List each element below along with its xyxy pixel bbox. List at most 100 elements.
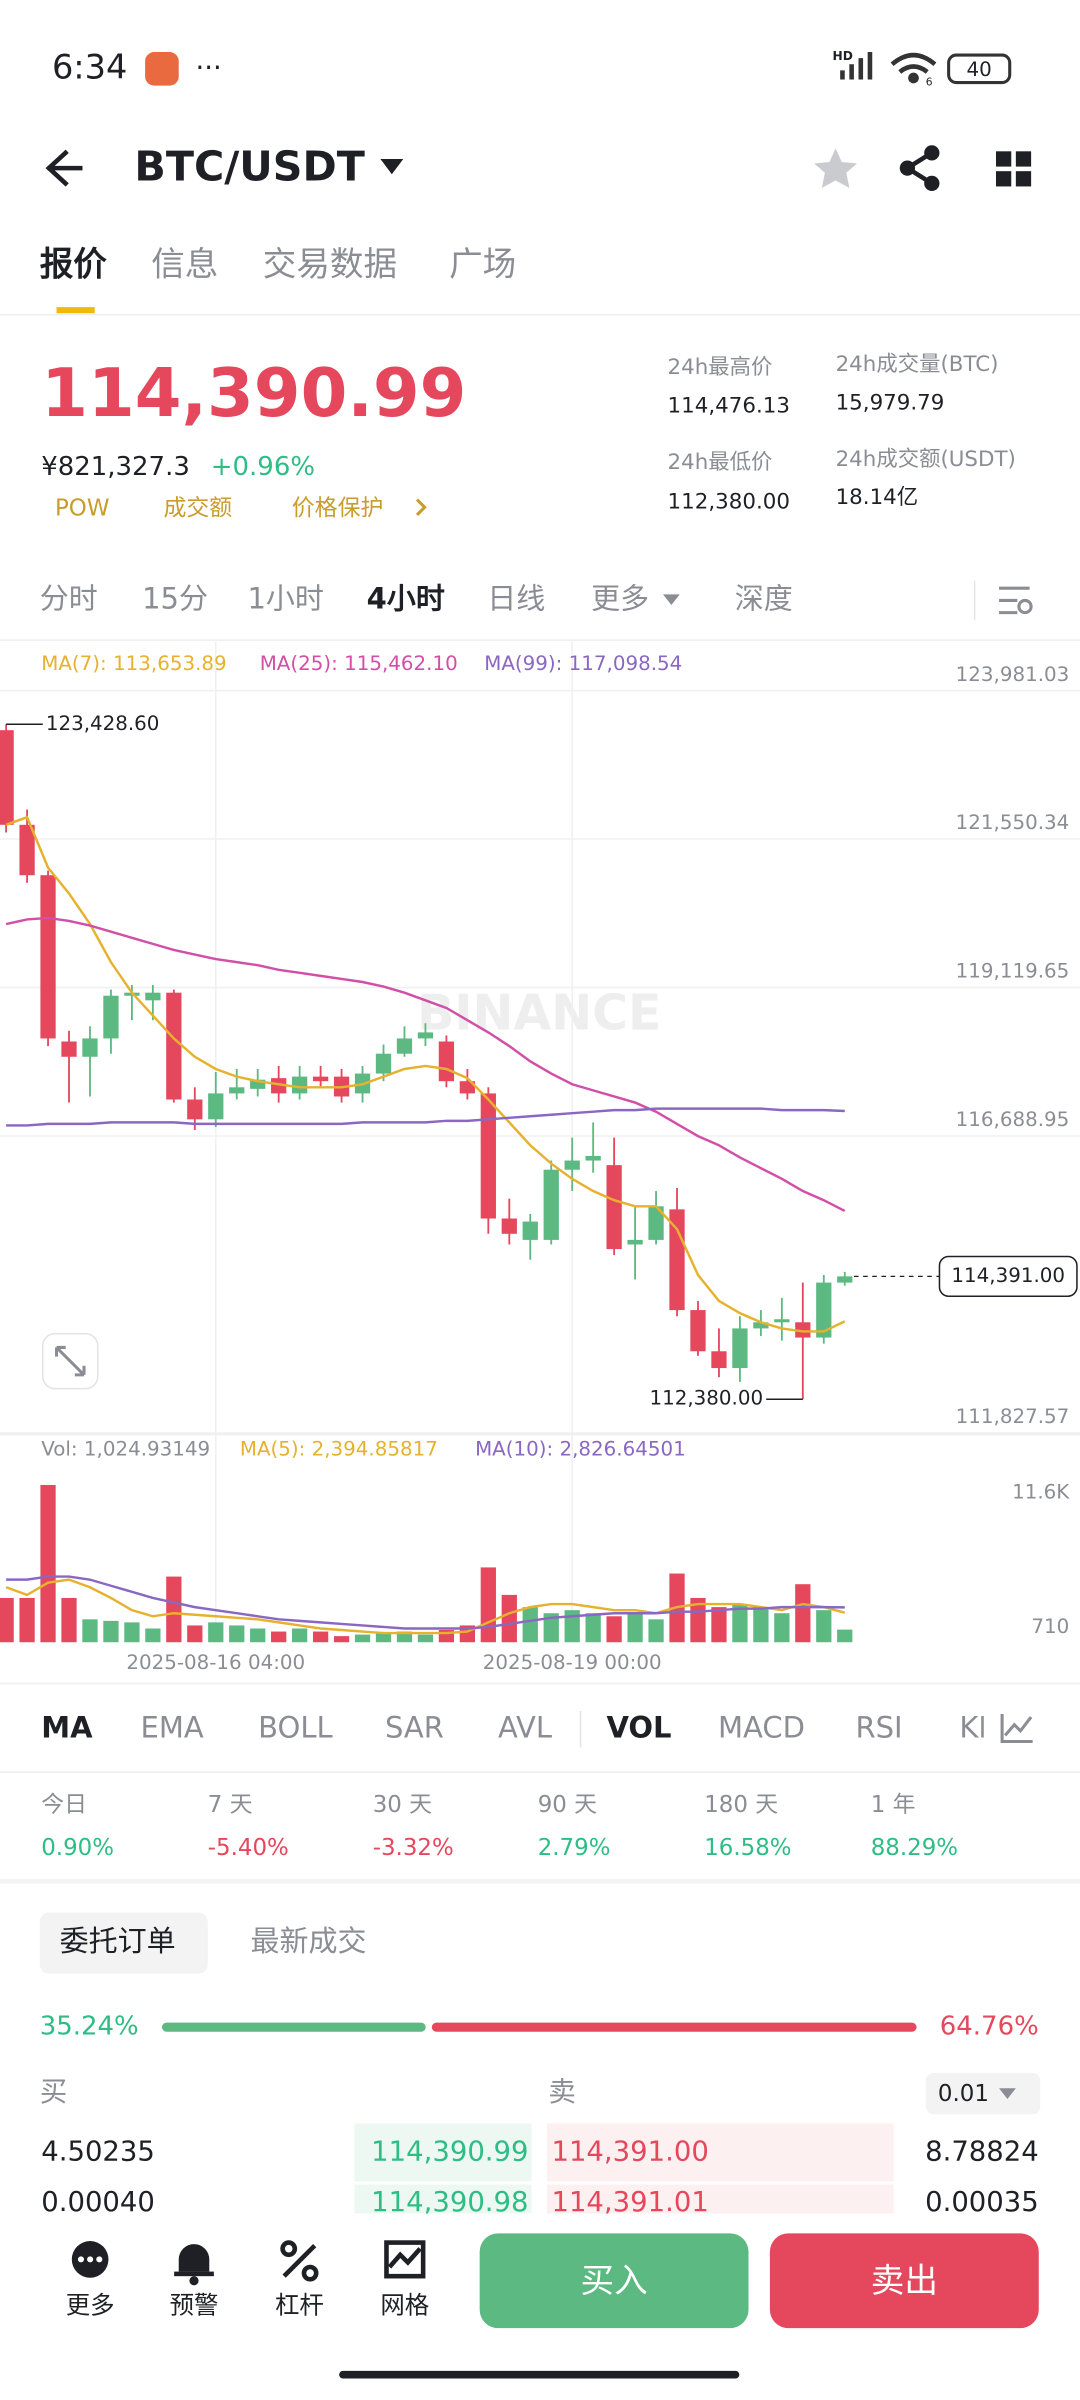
candle-body (166, 992, 182, 1100)
interval[interactable]: 更多 (591, 581, 649, 615)
candle-body (145, 992, 161, 1001)
indicator[interactable]: RSI (855, 1710, 902, 1744)
indicator[interactable]: MA (41, 1710, 93, 1744)
y-tick-label: 123,981.03 (956, 663, 1070, 686)
bar-label[interactable]: 杠杆 (275, 2291, 324, 2320)
bar-label[interactable]: 网格 (380, 2291, 429, 2320)
wifi-icon (890, 52, 937, 84)
precision-select[interactable] (925, 2073, 1041, 2115)
chart-settings[interactable] (999, 586, 1033, 615)
indicator[interactable]: VOL (606, 1710, 671, 1744)
volume-bar (501, 1594, 517, 1643)
grid-button[interactable] (384, 2240, 426, 2279)
period: 90 天 (538, 1792, 597, 1818)
divider (0, 1879, 1080, 1884)
tab[interactable]: 交易数据 (263, 244, 397, 283)
period-change: -3.32% (373, 1835, 454, 1861)
candle-body (187, 1099, 203, 1120)
candle-body (522, 1221, 538, 1240)
bar-label[interactable]: 更多 (66, 2291, 115, 2320)
indicator[interactable]: SAR (385, 1710, 444, 1744)
favorite-button[interactable] (814, 148, 857, 188)
buy-label[interactable]: 买入 (580, 2261, 647, 2300)
volume-bar (585, 1613, 601, 1643)
interval[interactable]: 分时 (40, 581, 98, 615)
ask-price: 114,391.00 (551, 2135, 708, 2167)
stat-label: 24h成交量(BTC) (836, 352, 999, 377)
candle-body (375, 1053, 392, 1074)
indicator[interactable]: MACD (718, 1710, 805, 1744)
y-tick-label: 119,119.65 (956, 960, 1070, 983)
volume-bar (82, 1619, 98, 1643)
ask-amount: 8.78824 (925, 2135, 1039, 2167)
tag[interactable]: 价格保护 (292, 495, 384, 521)
volume-bar (480, 1567, 496, 1643)
pair-title[interactable]: BTC/USDT (134, 143, 364, 191)
volume-bar (774, 1613, 790, 1643)
pair-dropdown[interactable] (380, 158, 404, 175)
period-change: 88.29% (871, 1835, 958, 1861)
y-tick-label: 121,550.34 (956, 811, 1070, 834)
volume-bar (753, 1607, 769, 1643)
interval[interactable]: 1小时 (247, 581, 324, 615)
last-price-label: 114,391.00 (951, 1264, 1065, 1287)
indicator[interactable]: AVL (498, 1710, 553, 1744)
expand-button[interactable] (42, 1332, 99, 1390)
leverage-button[interactable] (280, 2240, 319, 2282)
more-button[interactable] (71, 2241, 109, 2278)
candle-body (732, 1328, 748, 1369)
bar-label[interactable]: 预警 (170, 2291, 219, 2320)
candle-body (229, 1087, 245, 1094)
tab[interactable]: 报价 (40, 244, 108, 283)
candle-body (585, 1155, 601, 1161)
interval[interactable]: 4小时 (367, 581, 445, 615)
sell-label[interactable]: 卖出 (871, 2261, 938, 2300)
y-tick-label: 111,827.57 (956, 1405, 1070, 1428)
indicator[interactable]: EMA (141, 1710, 204, 1744)
volume-bar (543, 1613, 559, 1643)
candle-body (417, 1032, 434, 1039)
ask-price: 114,391.01 (551, 2186, 708, 2218)
sell-button[interactable] (769, 2233, 1039, 2329)
candle-body (795, 1322, 811, 1338)
ratio-bar (161, 2022, 917, 2032)
kline-chart: BINANCE 2025-08-16 04:00 2025-08-19 00:00 1… (0, 641, 1080, 1674)
ma-line (6, 1107, 845, 1127)
buy-button[interactable] (479, 2233, 749, 2329)
layout-button[interactable] (995, 151, 1032, 187)
tab[interactable]: 广场 (449, 244, 516, 283)
volume-bar (124, 1622, 140, 1643)
volume-bar (711, 1607, 727, 1643)
battery-icon (947, 53, 1012, 85)
tab[interactable]: 信息 (151, 244, 218, 283)
share-button[interactable] (899, 145, 940, 192)
volume-bar (250, 1628, 266, 1643)
volume-bar (606, 1616, 622, 1643)
bid-price: 114,390.98 (371, 2186, 528, 2218)
price-cny: ¥821,327.3 (41, 452, 190, 482)
book-tab[interactable]: 最新成交 (251, 1924, 367, 1958)
legend-entry: Vol: 1,024.93149 (41, 1437, 210, 1460)
volume-bar (208, 1622, 224, 1643)
interval[interactable]: 日线 (487, 581, 545, 615)
tag[interactable]: POW (55, 495, 110, 521)
stat-value: 114,476.13 (668, 393, 790, 418)
back-button[interactable] (45, 149, 83, 187)
indicator-fade (983, 1698, 1080, 1760)
book-tab[interactable]: 委托订单 (60, 1924, 176, 1958)
indicator[interactable]: BOLL (258, 1710, 333, 1744)
candle-body (250, 1079, 266, 1089)
stat-value: 112,380.00 (668, 490, 790, 515)
candle-body (40, 875, 56, 1039)
candle-body (606, 1165, 622, 1250)
candle-body (690, 1310, 706, 1352)
interval[interactable]: 15分 (142, 581, 208, 615)
precision: 0.01 (938, 2081, 989, 2107)
tag[interactable]: 成交额 (163, 495, 232, 521)
chevron (415, 498, 427, 516)
interval[interactable]: 深度 (735, 581, 793, 615)
alert-button[interactable] (174, 2244, 214, 2286)
candle-body (312, 1076, 329, 1082)
dropdown-arrow (999, 2088, 1016, 2099)
indicator-settings[interactable] (1000, 1714, 1033, 1744)
